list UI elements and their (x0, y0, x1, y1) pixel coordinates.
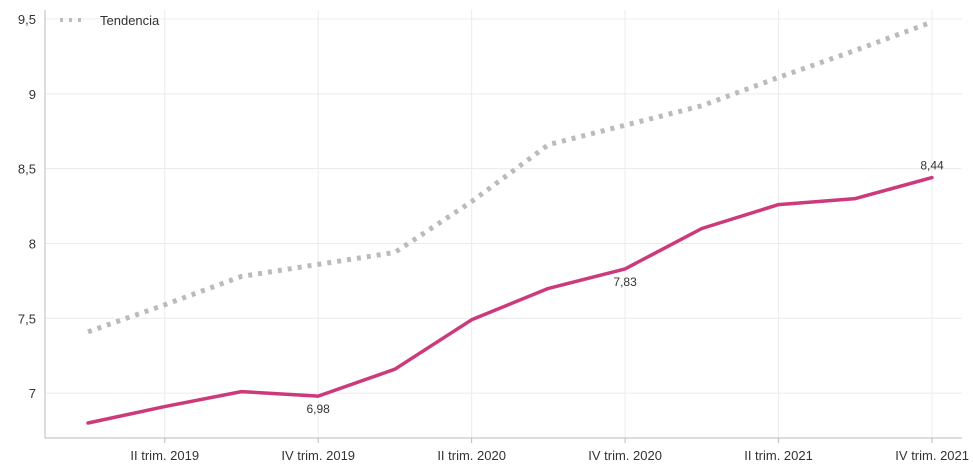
x-tick-label: II trim. 2021 (744, 448, 813, 463)
x-tick-label: II trim. 2020 (437, 448, 506, 463)
y-tick-label: 9,5 (18, 12, 36, 27)
legend-label-tendencia: Tendencia (100, 13, 160, 28)
y-tick-label: 9 (29, 87, 36, 102)
x-tick-label: IV trim. 2021 (895, 448, 969, 463)
series-line-tendencia (87, 19, 933, 335)
axes: 7 7,5 8 8,5 9 9,5 II trim. 2019 IV trim. 2019 II… (18, 10, 969, 463)
x-tick-label: IV trim. 2020 (588, 448, 662, 463)
y-tick-label: 7,5 (18, 311, 36, 326)
data-label: 6,98 (307, 402, 331, 416)
data-labels: 6,98 7,83 8,44 (307, 159, 944, 416)
series-line-main (86, 175, 934, 425)
x-tick-label: IV trim. 2019 (281, 448, 355, 463)
series-lines (86, 19, 934, 425)
legend: Tendencia (60, 13, 160, 28)
grid-lines (45, 10, 962, 438)
y-tick-label: 8,5 (18, 162, 36, 177)
x-tick-label: II trim. 2019 (130, 448, 199, 463)
data-label: 8,44 (920, 159, 944, 173)
y-tick-label: 7 (29, 386, 36, 401)
data-label: 7,83 (613, 275, 637, 289)
y-tick-label: 8 (29, 236, 36, 251)
